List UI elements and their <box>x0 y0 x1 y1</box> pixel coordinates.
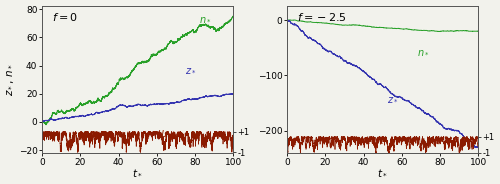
X-axis label: $t_*$: $t_*$ <box>132 168 143 178</box>
Y-axis label: $z_*,\, n_*$: $z_*,\, n_*$ <box>6 63 16 96</box>
Text: $f = 0$: $f = 0$ <box>52 11 78 23</box>
X-axis label: $t_*$: $t_*$ <box>378 168 388 178</box>
Text: $f = -2.5$: $f = -2.5$ <box>297 11 346 23</box>
Text: $u_z$: $u_z$ <box>373 135 385 147</box>
Text: $z_*$: $z_*$ <box>386 94 398 104</box>
Text: $u_z$: $u_z$ <box>157 128 168 140</box>
Text: $n_*$: $n_*$ <box>198 14 211 24</box>
Text: $z_*$: $z_*$ <box>186 65 197 75</box>
Text: $n_*$: $n_*$ <box>417 47 430 57</box>
